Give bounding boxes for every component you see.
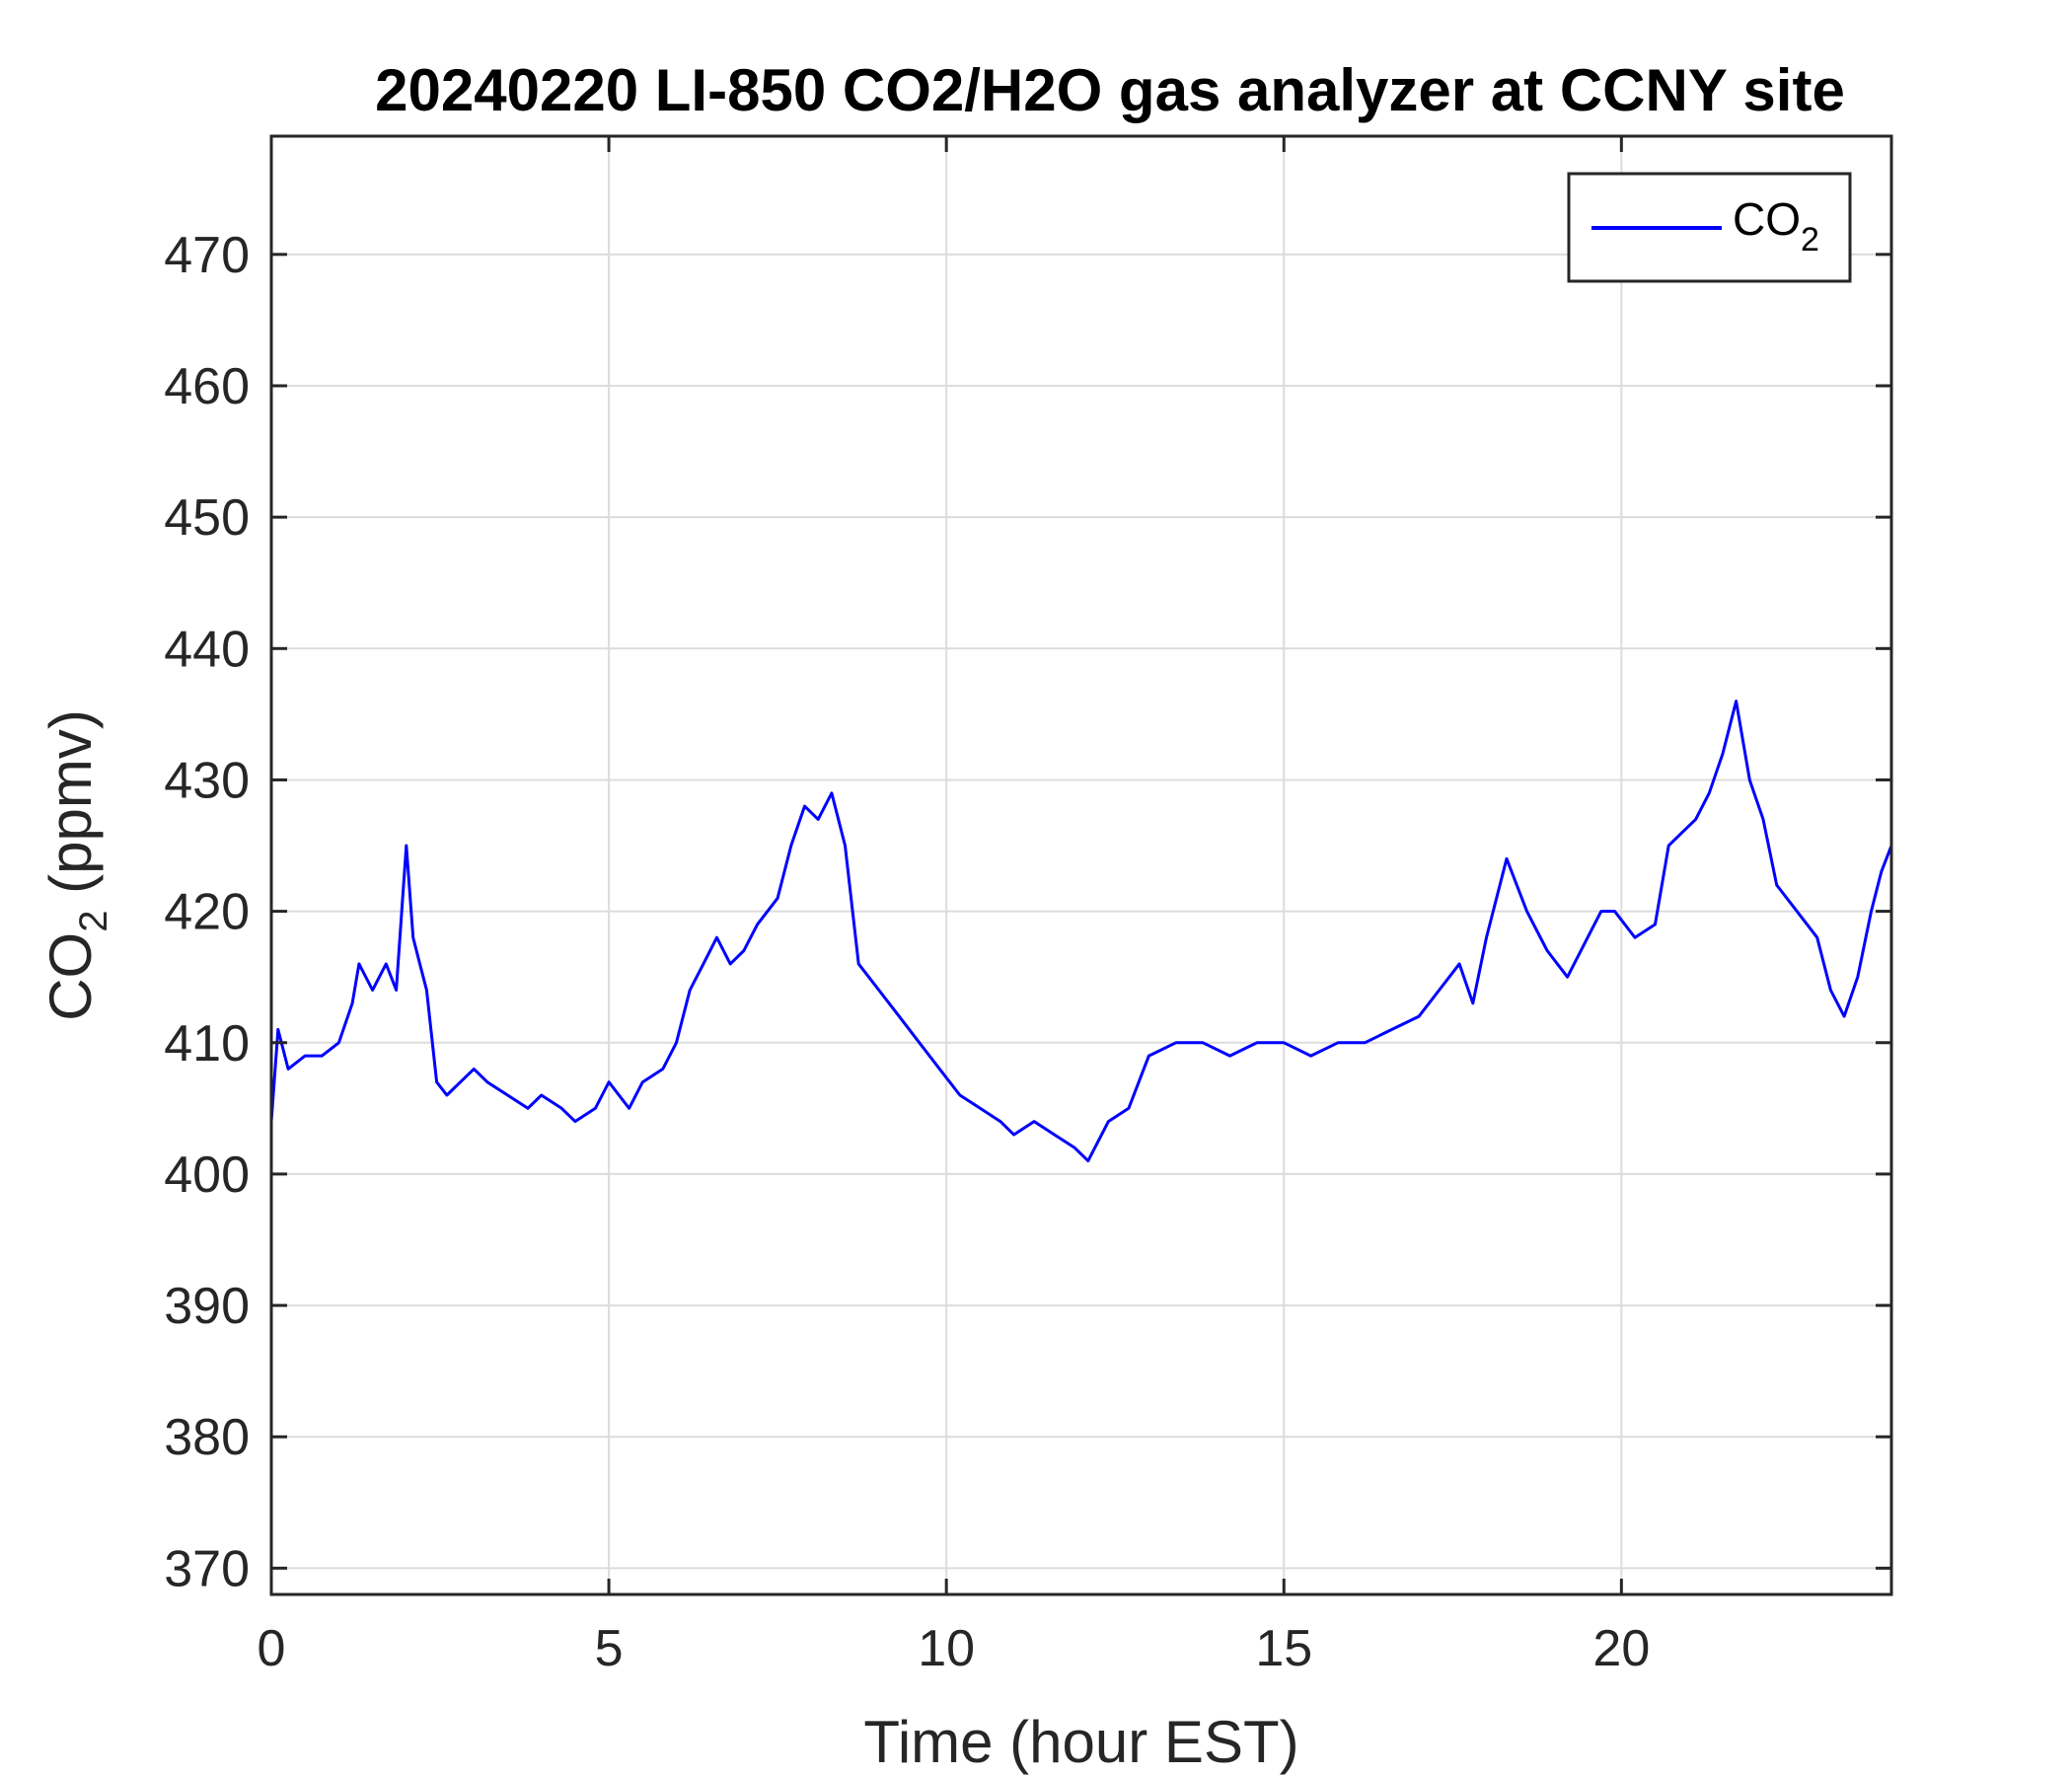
- axes-box: [269, 134, 1893, 1596]
- x-tick-label: 10: [918, 1620, 975, 1677]
- grid-lines: [271, 136, 1891, 1594]
- x-tick-label: 15: [1255, 1620, 1312, 1677]
- x-axis-label: Time (hour EST): [863, 1709, 1298, 1775]
- legend-label-sub: 2: [1801, 221, 1819, 259]
- y-tick-label: 430: [164, 752, 250, 809]
- chart-title: 20240220 LI-850 CO2/H2O gas analyzer at …: [375, 57, 1845, 123]
- y-axis-label: CO2 (ppmv): [37, 709, 115, 1021]
- legend: CO2: [1567, 172, 1852, 283]
- y-axis-label-sub: 2: [72, 911, 115, 932]
- y-tick-label: 370: [164, 1540, 250, 1597]
- y-tick-label: 400: [164, 1147, 250, 1204]
- y-tick-label: 410: [164, 1015, 250, 1073]
- legend-label-co2: CO2: [1733, 193, 1819, 259]
- y-tick-label: 380: [164, 1409, 250, 1466]
- y-tick-label: 460: [164, 358, 250, 415]
- y-tick-label: 440: [164, 621, 250, 678]
- x-tick-label: 5: [595, 1620, 624, 1677]
- series-layer: [269, 700, 1893, 1163]
- y-axis-label-base: CO: [37, 932, 104, 1021]
- legend-label-base: CO: [1733, 193, 1801, 245]
- series-line-co2: [269, 700, 1893, 1163]
- y-tick-label: 450: [164, 489, 250, 547]
- axis-ticks: 0 5 10 15 20 370 380 390 400 410 420 430 440 450 460 47…: [164, 136, 1891, 1677]
- y-axis-label-rest: (ppmv): [37, 709, 104, 910]
- x-tick-label: 0: [258, 1620, 286, 1677]
- y-tick-label: 470: [164, 227, 250, 284]
- y-tick-label: 390: [164, 1278, 250, 1335]
- plot-area: [271, 136, 1891, 1594]
- y-tick-label: 420: [164, 884, 250, 941]
- x-tick-label: 20: [1592, 1620, 1650, 1677]
